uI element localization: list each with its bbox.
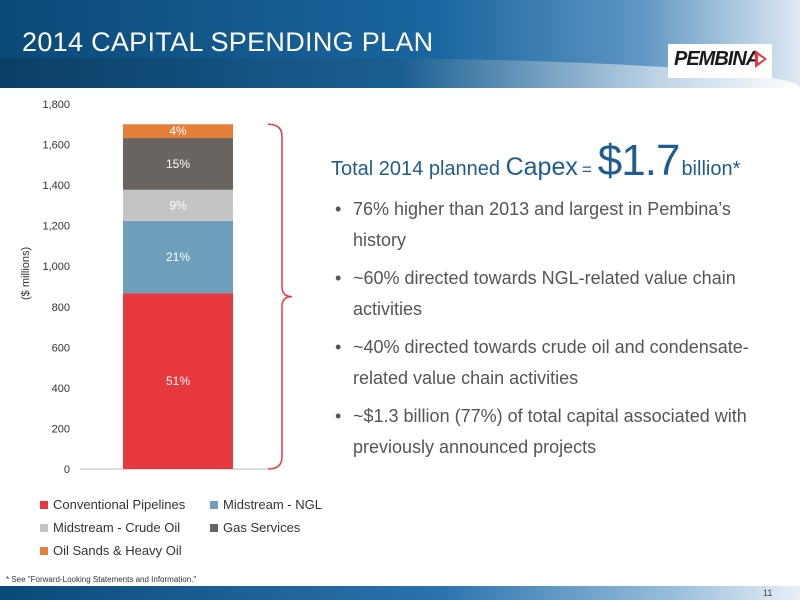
data-label: 4%: [169, 124, 187, 138]
headline-amount: $1.7: [597, 136, 681, 185]
legend-swatch: [40, 523, 48, 532]
page-number: 11: [763, 588, 773, 598]
pembina-logo: PEMBINA: [674, 48, 760, 70]
bullet-item: ~$1.3 billion (77%) of total capital ass…: [335, 401, 775, 463]
legend-item: Midstream - NGL: [210, 497, 322, 512]
legend-label: Midstream - Crude Oil: [53, 520, 181, 535]
y-tick-label: 1,400: [42, 180, 70, 192]
bullet-item: 76% higher than 2013 and largest in Pemb…: [335, 194, 775, 256]
footer-bar: [0, 586, 800, 600]
bar-segment: [123, 189, 233, 221]
pembina-logo-mark-icon: [755, 50, 767, 68]
data-label: 21%: [166, 250, 190, 264]
bullet-item: ~40% directed towards crude oil and cond…: [335, 332, 775, 394]
capex-headline: Total 2014 planned Capex = $1.7 billion*: [331, 136, 740, 186]
legend-label: Conventional Pipelines: [53, 497, 186, 512]
legend-item: Conventional Pipelines: [40, 497, 185, 512]
bar-segment: [123, 220, 233, 294]
headline-unit: billion*: [681, 158, 741, 180]
bar-segment: [123, 124, 233, 139]
legend-swatch: [210, 500, 218, 509]
y-tick-label: 1,000: [42, 261, 70, 273]
y-axis-label: ($ millions): [20, 246, 32, 300]
bar-segment: [123, 138, 233, 190]
legend-label: Oil Sands & Heavy Oil: [53, 543, 182, 558]
legend-item: Gas Services: [210, 520, 300, 535]
y-tick-label: 1,800: [42, 99, 70, 111]
stacked-bar-chart: 0 200 400 600 800 1,000 1,200 1,400 1,600 1,800 51…: [42, 99, 293, 476]
bar-segment: [123, 293, 233, 469]
y-tick-label: 1,200: [42, 221, 70, 233]
headline-text-3: =: [581, 160, 592, 179]
data-label: 15%: [166, 157, 190, 171]
data-label: 9%: [169, 198, 187, 212]
bullet-list: 76% higher than 2013 and largest in Pemb…: [335, 194, 775, 470]
y-tick-label: 1,600: [42, 140, 70, 152]
y-tick-label: 600: [52, 342, 70, 354]
bullet-item: ~60% directed towards NGL-related value …: [335, 263, 775, 325]
headline-text-1: Total 2014 planned: [331, 158, 506, 180]
legend-swatch: [40, 500, 48, 509]
data-label: 51%: [166, 374, 190, 388]
legend-swatch: [40, 546, 48, 555]
y-tick-label: 0: [64, 464, 70, 476]
total-bracket: [267, 123, 293, 470]
slide-title: 2014 CAPITAL SPENDING PLAN: [22, 27, 434, 57]
logo-background: [668, 44, 772, 78]
y-tick-label: 800: [52, 302, 70, 314]
legend-item: Oil Sands & Heavy Oil: [40, 543, 182, 558]
legend-swatch: [210, 523, 218, 532]
y-tick-label: 400: [52, 383, 70, 395]
headline-text-2: Capex: [505, 153, 578, 181]
y-tick-label: 200: [52, 423, 70, 435]
legend-label: Midstream - NGL: [223, 497, 322, 512]
legend-label: Gas Services: [223, 520, 301, 535]
legend-item: Midstream - Crude Oil: [40, 520, 180, 535]
footnote: * See "Forward-Looking Statements and In…: [6, 575, 197, 584]
